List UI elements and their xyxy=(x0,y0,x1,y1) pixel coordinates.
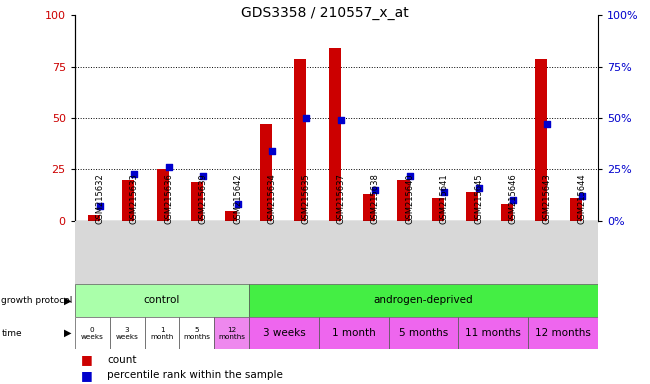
Text: GSM215632: GSM215632 xyxy=(96,173,105,224)
Text: 11 months: 11 months xyxy=(465,328,521,338)
Bar xyxy=(319,317,389,349)
Text: 3
weeks: 3 weeks xyxy=(116,327,138,339)
Point xyxy=(404,172,415,179)
Bar xyxy=(226,210,237,221)
Text: androgen-deprived: androgen-deprived xyxy=(374,295,473,306)
Text: 12 months: 12 months xyxy=(535,328,591,338)
Text: 0
weeks: 0 weeks xyxy=(81,327,103,339)
Text: GSM215643: GSM215643 xyxy=(543,173,552,224)
Text: GSM215634: GSM215634 xyxy=(268,173,276,224)
Text: ■: ■ xyxy=(81,369,93,382)
Text: GSM215642: GSM215642 xyxy=(233,173,242,224)
Text: 5 months: 5 months xyxy=(399,328,448,338)
Bar xyxy=(389,317,458,349)
Bar xyxy=(157,169,168,221)
Bar xyxy=(528,317,598,349)
Text: time: time xyxy=(1,329,22,338)
Point xyxy=(164,164,174,170)
Point xyxy=(473,185,484,191)
Bar xyxy=(249,284,598,317)
Point xyxy=(508,197,518,204)
Text: GSM215633: GSM215633 xyxy=(130,173,139,224)
Point xyxy=(301,115,311,121)
Point xyxy=(577,193,587,199)
Text: ▶: ▶ xyxy=(64,328,72,338)
Text: growth protocol: growth protocol xyxy=(1,296,73,305)
Text: GSM215645: GSM215645 xyxy=(474,173,483,224)
Bar xyxy=(500,204,513,221)
Text: GSM215639: GSM215639 xyxy=(199,173,208,224)
Text: percentile rank within the sample: percentile rank within the sample xyxy=(107,370,283,381)
Bar xyxy=(466,192,478,221)
Bar xyxy=(179,317,214,349)
Bar xyxy=(110,317,144,349)
Text: GSM215644: GSM215644 xyxy=(577,173,586,224)
Bar xyxy=(88,215,99,221)
Bar xyxy=(569,198,582,221)
Text: GSM215638: GSM215638 xyxy=(370,173,380,224)
Text: GSM215646: GSM215646 xyxy=(508,173,517,224)
Bar xyxy=(458,317,528,349)
Bar xyxy=(398,180,410,221)
Text: GDS3358 / 210557_x_at: GDS3358 / 210557_x_at xyxy=(241,6,409,20)
Text: ▶: ▶ xyxy=(64,295,72,306)
Point xyxy=(542,121,552,127)
Bar xyxy=(75,221,598,284)
Bar xyxy=(75,317,110,349)
Bar xyxy=(214,317,249,349)
Text: GSM215637: GSM215637 xyxy=(337,173,345,224)
Text: 5
months: 5 months xyxy=(183,327,211,339)
Bar xyxy=(260,124,272,221)
Text: ■: ■ xyxy=(81,353,93,366)
Text: GSM215640: GSM215640 xyxy=(405,173,414,224)
Bar xyxy=(191,182,203,221)
Text: 1 month: 1 month xyxy=(332,328,376,338)
Text: GSM215636: GSM215636 xyxy=(164,173,174,224)
Bar xyxy=(249,317,319,349)
Point xyxy=(233,201,243,207)
Text: count: count xyxy=(107,355,136,365)
Bar xyxy=(363,194,375,221)
Text: control: control xyxy=(144,295,180,306)
Bar xyxy=(432,198,444,221)
Point xyxy=(335,117,346,123)
Bar xyxy=(75,284,249,317)
Bar xyxy=(329,48,341,221)
Point xyxy=(129,170,140,177)
Point xyxy=(370,187,380,193)
Text: 3 weeks: 3 weeks xyxy=(263,328,306,338)
Point xyxy=(439,189,449,195)
Text: GSM215641: GSM215641 xyxy=(439,173,448,224)
Bar xyxy=(144,317,179,349)
Text: GSM215635: GSM215635 xyxy=(302,173,311,224)
Point xyxy=(266,148,277,154)
Bar xyxy=(535,58,547,221)
Bar xyxy=(294,58,306,221)
Text: 1
month: 1 month xyxy=(150,327,174,339)
Point xyxy=(95,204,105,210)
Bar xyxy=(122,180,134,221)
Text: 12
months: 12 months xyxy=(218,327,245,339)
Point xyxy=(198,172,209,179)
